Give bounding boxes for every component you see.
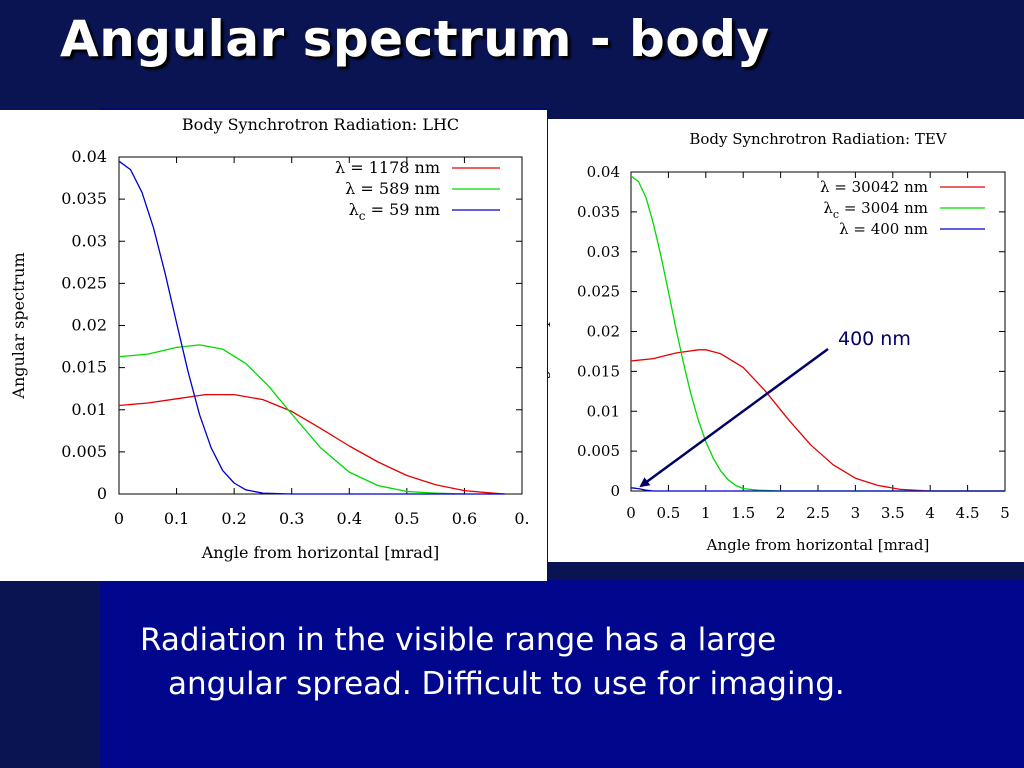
- lhc-x-axis-label: Angle from horizontal [mrad]: [201, 543, 440, 562]
- tev-xtick-label: 2: [776, 504, 786, 522]
- tev-xtick-label: 0: [626, 504, 636, 522]
- tev-chart-panel: Body Synchrotron Radiation: TEV 0 0.005 0.0…: [533, 119, 1024, 562]
- tev-plot-frame: [630, 171, 1006, 492]
- tev-chart-title: Body Synchrotron Radiation: TEV: [689, 130, 947, 148]
- lhc-chart: Body Synchrotron Radiation: LHC00.0050.0…: [9, 115, 530, 562]
- tev-xtick-label: 3: [851, 504, 861, 522]
- tev-legend-label-3: λ = 400 nm: [839, 220, 928, 238]
- lhc-ytick-label: 0.03: [71, 231, 107, 250]
- tev-xtick-label: 0.5: [656, 504, 680, 522]
- tev-series-line-1: [630, 349, 1005, 492]
- lhc-chart-title: Body Synchrotron Radiation: LHC: [182, 115, 459, 134]
- lhc-xtick-label: 0.5: [394, 509, 419, 528]
- tev-legend-label-1: λ = 30042 nm: [820, 178, 928, 196]
- bottom-band: [100, 580, 1024, 768]
- tev-xtick-label: 4: [925, 504, 935, 522]
- lhc-xtick-label: 0.1: [164, 509, 189, 528]
- tev-ytick-label: 0.025: [577, 283, 620, 301]
- lhc-xtick-label: 0: [114, 509, 124, 528]
- tev-ytick-label: 0: [610, 482, 620, 500]
- title-band: [0, 0, 1024, 108]
- tev-ytick-label: 0.02: [587, 323, 620, 341]
- tev-xtick-label: 1: [701, 504, 711, 522]
- slide-caption: Radiation in the visible range has a lar…: [140, 618, 1000, 706]
- tev-x-axis-label: Angle from horizontal [mrad]: [706, 536, 930, 554]
- lhc-y-axis-label: Angular spectrum: [9, 252, 28, 399]
- lhc-ytick-label: 0.015: [61, 358, 107, 377]
- lhc-ytick-label: 0: [97, 484, 107, 503]
- tev-series-line-3: [630, 487, 1005, 492]
- lhc-xtick-label: 0.: [514, 509, 529, 528]
- lhc-series-line-1: [118, 393, 505, 495]
- lhc-ytick-label: 0.005: [61, 442, 107, 461]
- tev-y-axis-label: Angular spectrum: [548, 263, 551, 401]
- caption-line-2: angular spread. Difficult to use for ima…: [168, 666, 845, 702]
- lhc-legend-label-1: λ = 1178 nm: [335, 158, 440, 177]
- lhc-ytick-label: 0.02: [71, 316, 107, 335]
- lhc-chart-panel: Body Synchrotron Radiation: LHC 0 0.005 0.0…: [0, 110, 547, 581]
- lhc-xtick-label: 0.4: [337, 509, 362, 528]
- tev-ytick-label: 0.04: [587, 163, 620, 181]
- lhc-series-line-2: [118, 344, 465, 495]
- tev-ytick-label: 0.015: [577, 362, 620, 380]
- lhc-ytick-label: 0.035: [61, 189, 107, 208]
- tev-xtick-label: 5: [1000, 504, 1010, 522]
- lhc-xtick-label: 0.6: [452, 509, 477, 528]
- lhc-plot-frame: [118, 156, 523, 495]
- lhc-ytick-label: 0.04: [71, 147, 107, 166]
- tev-xtick-label: 2.5: [806, 504, 830, 522]
- tev-xtick-label: 4.5: [956, 504, 980, 522]
- lhc-legend-label-2: λ = 589 nm: [345, 179, 440, 198]
- lhc-ytick-label: 0.01: [71, 400, 107, 419]
- tev-ytick-label: 0.03: [587, 243, 620, 261]
- tev-series-line-2: [630, 175, 1005, 492]
- tev-ytick-label: 0.005: [577, 442, 620, 460]
- tev-ytick-label: 0.035: [577, 203, 620, 221]
- lhc-xtick-label: 0.2: [221, 509, 246, 528]
- lhc-ytick-label: 0.025: [61, 273, 107, 292]
- tev-chart: Body Synchrotron Radiation: TEV 0 0.005 0.0…: [533, 130, 1010, 554]
- lhc-xtick-label: 0.3: [279, 509, 304, 528]
- tev-ytick-label: 0.01: [587, 402, 620, 420]
- slide-title: Angular spectrum - body: [60, 10, 770, 68]
- lhc-series-line-3: [118, 160, 505, 495]
- tev-xtick-label: 3.5: [881, 504, 905, 522]
- caption-line-1: Radiation in the visible range has a lar…: [140, 622, 777, 658]
- tev-legend-label-2: λc = 3004 nm: [823, 199, 928, 221]
- tev-xtick-label: 1.5: [731, 504, 755, 522]
- lhc-legend-label-3: λc = 59 nm: [349, 200, 440, 223]
